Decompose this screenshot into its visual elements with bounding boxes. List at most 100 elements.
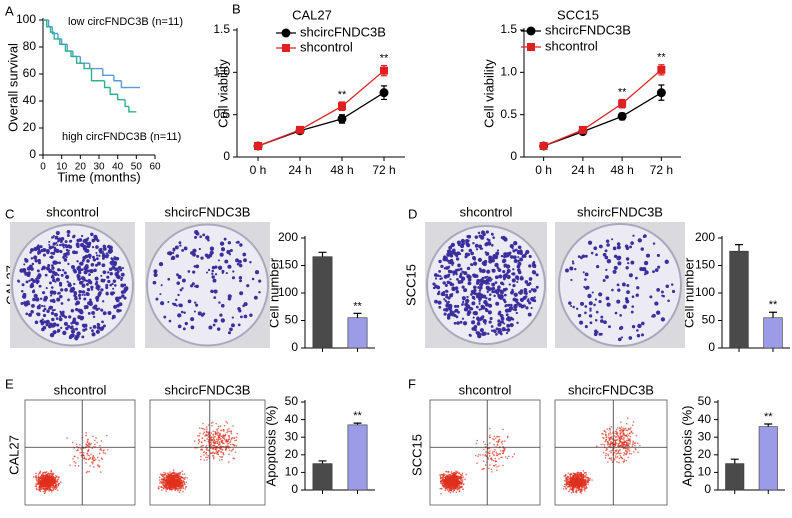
data-point bbox=[657, 88, 666, 97]
colony bbox=[109, 284, 112, 287]
colony bbox=[450, 251, 454, 255]
colony bbox=[506, 313, 509, 316]
y-axis-label: Cell viability bbox=[481, 59, 496, 128]
colony bbox=[632, 325, 635, 328]
flow-event bbox=[212, 448, 214, 450]
colony bbox=[483, 319, 487, 323]
flow-event bbox=[50, 471, 52, 473]
flow-event bbox=[42, 491, 44, 493]
colony bbox=[503, 274, 507, 278]
flow-event bbox=[581, 475, 583, 477]
colony bbox=[518, 303, 522, 307]
flow-event bbox=[182, 485, 184, 487]
colony bbox=[243, 258, 247, 262]
colony bbox=[589, 308, 591, 310]
colony bbox=[212, 266, 216, 270]
flow-event bbox=[477, 455, 479, 457]
colony bbox=[573, 306, 575, 308]
colony bbox=[595, 319, 598, 322]
colony bbox=[598, 300, 601, 303]
colony bbox=[460, 321, 463, 324]
flow-event bbox=[52, 479, 54, 481]
colony bbox=[641, 333, 644, 336]
flow-event bbox=[229, 441, 231, 443]
colony bbox=[46, 266, 50, 270]
x-axis-label: Time (months) bbox=[57, 169, 140, 184]
flow-event bbox=[33, 476, 35, 478]
flow-event bbox=[58, 483, 60, 485]
colony bbox=[479, 289, 481, 291]
flow-event bbox=[208, 455, 210, 457]
flow-event bbox=[174, 475, 176, 477]
colony bbox=[239, 264, 243, 268]
colony bbox=[30, 278, 33, 281]
flow-event bbox=[487, 452, 489, 454]
data-point bbox=[380, 67, 388, 75]
flow-event bbox=[103, 452, 105, 454]
flow-event bbox=[87, 450, 89, 452]
colony bbox=[97, 239, 100, 242]
flow-event bbox=[446, 483, 448, 485]
flow-event bbox=[218, 450, 220, 452]
colony bbox=[484, 323, 486, 325]
y-tick-label: 100 bbox=[278, 285, 298, 299]
flow-event bbox=[445, 479, 447, 481]
flow-event bbox=[202, 445, 204, 447]
flow-event bbox=[35, 473, 37, 475]
flow-event bbox=[79, 444, 81, 446]
colony bbox=[495, 281, 498, 284]
survival-step bbox=[49, 20, 53, 27]
colony bbox=[476, 294, 480, 298]
flow-event bbox=[493, 454, 495, 456]
flow-event bbox=[166, 484, 168, 486]
colony bbox=[483, 300, 487, 304]
y-tick-label: 30 bbox=[698, 429, 712, 443]
colony bbox=[196, 255, 199, 258]
flow-event bbox=[230, 444, 232, 446]
colony bbox=[37, 269, 40, 272]
survival-step bbox=[67, 44, 73, 51]
flow-event bbox=[203, 433, 205, 435]
flow-event bbox=[83, 458, 85, 460]
colony bbox=[595, 253, 598, 256]
colony bbox=[17, 280, 20, 283]
colony bbox=[630, 241, 634, 245]
survival-step bbox=[62, 39, 68, 44]
error-bar bbox=[319, 461, 327, 464]
flow-event bbox=[206, 426, 208, 428]
colony bbox=[446, 302, 449, 305]
colony bbox=[124, 286, 128, 290]
colony bbox=[495, 275, 499, 279]
colony bbox=[172, 303, 174, 305]
flow-event bbox=[585, 475, 587, 477]
colony bbox=[53, 261, 57, 265]
colony bbox=[41, 322, 44, 325]
flow-event bbox=[631, 453, 633, 455]
colony bbox=[118, 266, 122, 270]
flow-event bbox=[170, 473, 172, 475]
colony bbox=[22, 283, 25, 286]
colony bbox=[30, 267, 33, 270]
y-tick-label: 10 bbox=[698, 465, 712, 479]
colony bbox=[473, 298, 475, 300]
colony bbox=[665, 284, 669, 288]
flow-event bbox=[50, 489, 52, 491]
colony bbox=[520, 276, 522, 278]
colony bbox=[107, 254, 109, 256]
colony bbox=[121, 294, 124, 297]
colony bbox=[525, 250, 529, 254]
survival-step bbox=[65, 44, 71, 51]
flow-event bbox=[216, 429, 218, 431]
flow-event bbox=[180, 488, 182, 490]
colony bbox=[27, 273, 29, 275]
y-tick-label: 100 bbox=[695, 285, 715, 299]
flow-event bbox=[184, 482, 186, 484]
colony bbox=[529, 255, 532, 258]
colony bbox=[98, 255, 100, 257]
flow-event bbox=[228, 461, 230, 463]
flow-event bbox=[48, 490, 50, 492]
colony bbox=[528, 313, 532, 317]
colony bbox=[35, 321, 39, 325]
flow-event bbox=[52, 476, 54, 478]
